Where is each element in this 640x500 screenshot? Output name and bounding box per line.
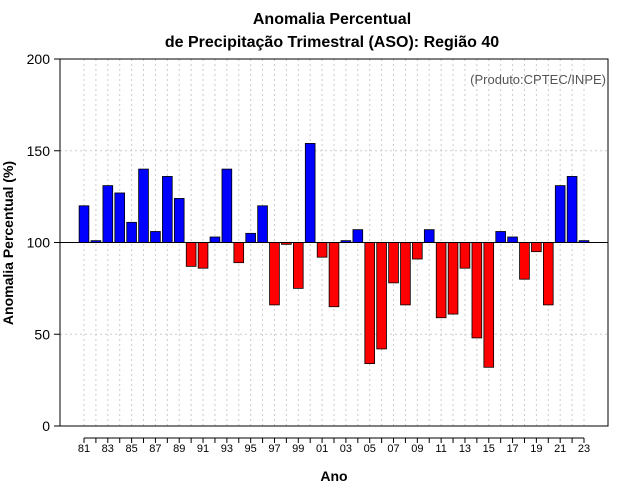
x-tick-label: 95: [245, 443, 257, 455]
y-tick-label: 200: [27, 51, 51, 67]
chart-title-line2: de Precipitação Trimestral (ASO): Região…: [165, 34, 499, 51]
bar-22: [566, 176, 578, 243]
bar-11: [435, 242, 447, 319]
x-tick-label: 83: [102, 443, 114, 455]
x-tick-label: 91: [197, 443, 209, 455]
bar-21: [554, 185, 566, 243]
bar-94: [233, 242, 245, 264]
x-tick-label: 09: [411, 443, 423, 455]
bars: [78, 143, 590, 368]
x-axis-label: Ano: [320, 468, 347, 484]
bar-88: [162, 176, 173, 243]
bar-09: [412, 242, 423, 260]
bar-04: [352, 229, 364, 243]
bar-14: [471, 242, 483, 339]
x-tick-label: 15: [483, 443, 495, 455]
bar-05: [364, 242, 375, 365]
x-tick-label: 13: [459, 443, 471, 455]
bar-13: [459, 242, 471, 269]
x-tick-label: 11: [435, 443, 446, 455]
x-tick-label: 07: [387, 443, 399, 455]
grid: [60, 59, 608, 426]
bar-95: [245, 232, 256, 243]
bar-81: [78, 205, 90, 243]
x-tick-label: 87: [149, 443, 161, 455]
bar-87: [150, 231, 161, 243]
y-axis-label: Anomalia Percentual (%): [0, 161, 16, 325]
x-tick-label: 21: [554, 443, 566, 455]
y-axis: 0 50 100 150 200: [27, 51, 60, 434]
bar-16: [495, 231, 506, 243]
y-tick-label: 50: [34, 326, 50, 342]
bar-18: [519, 242, 530, 280]
chart-title-line1: Anomalia Percentual: [253, 11, 411, 28]
bar-06: [376, 242, 387, 350]
bar-12: [447, 242, 459, 315]
bar-92: [209, 236, 221, 243]
y-tick-label: 0: [42, 418, 50, 434]
bar-19: [531, 242, 542, 253]
bar-99: [293, 242, 304, 289]
bar-00: [304, 143, 316, 243]
bar-91: [197, 242, 209, 269]
bar-85: [126, 221, 137, 243]
bar-20: [543, 242, 554, 306]
x-tick-label: 93: [221, 443, 233, 455]
bar-07: [388, 242, 399, 284]
x-tick-label: 89: [173, 443, 185, 455]
x-tick-label: 85: [125, 443, 137, 455]
bar-08: [400, 242, 411, 306]
x-tick-label: 99: [292, 443, 304, 455]
bar-02: [328, 242, 340, 308]
y-tick-label: 150: [27, 143, 51, 159]
x-tick-label: 23: [578, 443, 590, 455]
x-tick-label: 97: [268, 443, 280, 455]
bar-86: [138, 168, 149, 243]
bar-15: [483, 242, 495, 368]
bar-96: [257, 205, 268, 243]
x-tick-label: 01: [316, 443, 328, 455]
x-axis: 81 83 85 87 89 91 93 95 97 99 01 03 05 07 09 11 13 15 17 19…: [78, 437, 590, 455]
bar-89: [173, 198, 185, 243]
x-tick-label: 81: [78, 443, 90, 455]
y-tick-label: 100: [27, 235, 51, 251]
x-tick-label: 19: [530, 443, 542, 455]
bar-90: [185, 242, 197, 267]
bar-83: [102, 185, 114, 243]
source-annotation: (Produto:CPTEC/INPE): [470, 72, 606, 87]
bar-93: [221, 168, 233, 243]
bar-10: [423, 229, 435, 243]
bar-97: [269, 242, 280, 306]
x-tick-label: 05: [364, 443, 376, 455]
bar-17: [507, 236, 518, 243]
x-tick-label: 17: [506, 443, 518, 455]
bar-01: [316, 242, 328, 258]
x-tick-label: 03: [340, 443, 352, 455]
bar-84: [114, 192, 125, 243]
